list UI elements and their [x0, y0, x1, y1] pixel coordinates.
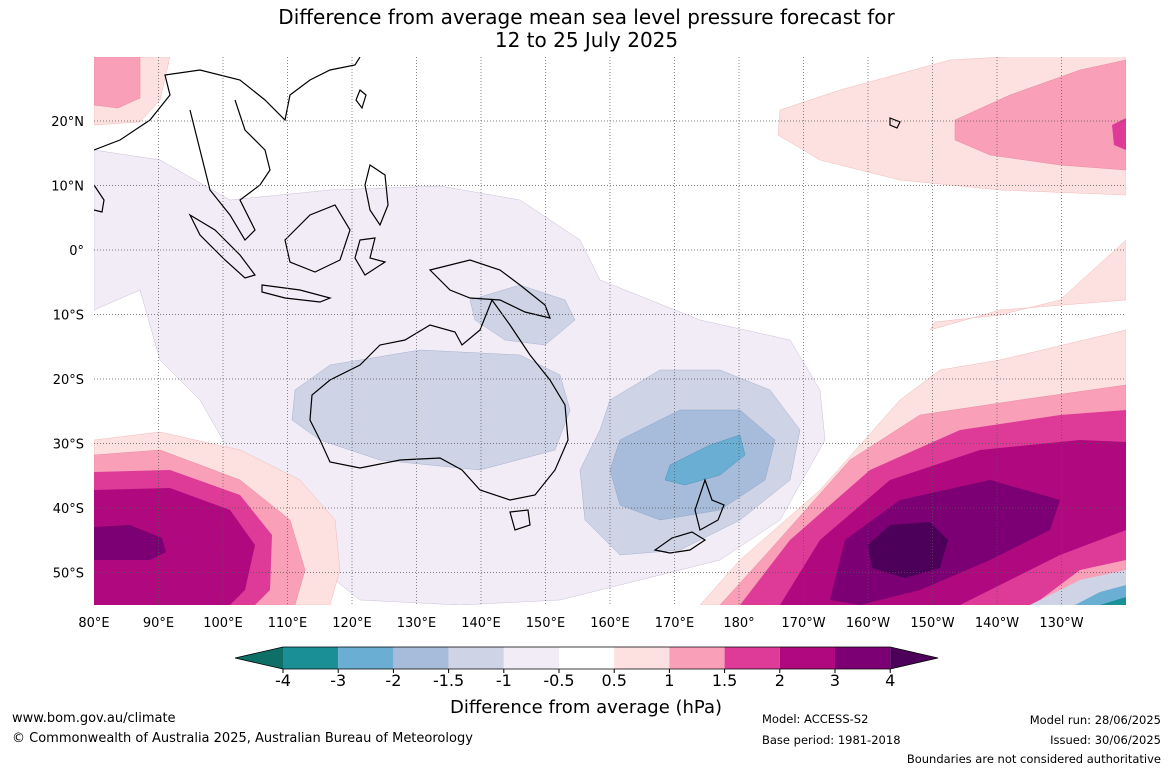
- coastline-taiwan: [355, 89, 367, 110]
- colorbar-tick-label: 3: [830, 671, 840, 690]
- lat-label: 50°S: [53, 567, 84, 582]
- coastline-philippines: [364, 164, 389, 227]
- colorbar-label: Difference from average (hPa): [450, 697, 722, 718]
- coastline-new-guinea: [428, 259, 551, 319]
- anomaly-area-neg-1-aus: [291, 349, 571, 471]
- chart-title-line1: Difference from average mean sea level p…: [278, 5, 895, 29]
- coastline-java: [261, 284, 332, 303]
- coastline-nz-south: [653, 531, 707, 554]
- lat-label: 0°: [69, 244, 84, 259]
- lon-label: 130°E: [397, 616, 437, 631]
- chart-title-line2: 12 to 25 July 2025: [494, 28, 679, 52]
- lon-label: 90°E: [143, 616, 174, 631]
- anomaly-area-pos-1-5-ne: [1112, 118, 1126, 150]
- colorbar-swatch: [503, 647, 559, 669]
- lon-label: 130°W: [1039, 616, 1083, 631]
- coastlines: [94, 57, 901, 554]
- anomaly-area-pos-3-sw: [94, 525, 166, 560]
- colorbar-tick-label: -3: [330, 671, 346, 690]
- anomaly-area-pos-1-nw: [94, 57, 141, 109]
- lat-label: 20°N: [51, 115, 84, 130]
- colorbar-arrow-min: [235, 647, 283, 669]
- coastline-hawaii: [889, 117, 901, 129]
- colorbar-tick-label: -0.5: [543, 671, 574, 690]
- colorbar-swatch: [393, 647, 449, 669]
- lat-label: 10°S: [53, 309, 84, 324]
- lon-label: 180°: [723, 616, 754, 631]
- lon-label: 80°E: [78, 616, 109, 631]
- lon-label: 100°E: [203, 616, 243, 631]
- lon-label: 170°E: [655, 616, 695, 631]
- colorbar-swatch: [338, 647, 394, 669]
- colorbar-swatch: [779, 647, 835, 669]
- colorbar-tick-label: -4: [275, 671, 291, 690]
- lat-label: 10°N: [51, 180, 84, 195]
- footer-disclaimer: Boundaries are not considered authoritat…: [906, 752, 1161, 766]
- coastline-nz-north: [694, 478, 725, 531]
- footer-issued: Issued: 30/06/2025: [1050, 733, 1161, 747]
- colorbar-swatch: [559, 647, 615, 669]
- lon-label: 140°W: [975, 616, 1019, 631]
- colorbar-swatch: [724, 647, 780, 669]
- longitude-labels: 80°E 90°E 100°E 110°E 120°E 130°E 140°E 150°E 16…: [78, 616, 1083, 631]
- lon-label: 160°E: [590, 616, 630, 631]
- lon-label: 120°E: [332, 616, 372, 631]
- coastline-tasmania: [509, 509, 531, 531]
- colorbar-tick-label: 1.5: [712, 671, 737, 690]
- coastline-australia: [309, 298, 569, 501]
- lat-label: 20°S: [53, 373, 84, 388]
- colorbar-tick-label: 2: [775, 671, 785, 690]
- coastline-indochina: [189, 99, 271, 241]
- colorbar-tick-label: 4: [885, 671, 895, 690]
- lon-label: 150°E: [526, 616, 566, 631]
- colorbar-tick-label: 0.5: [601, 671, 626, 690]
- colorbar: -4 -3 -2 -1.5 -1 -0.5 0.5 1 1.5 2 3 4: [234, 646, 939, 690]
- footer-base-period: Base period: 1981-2018: [762, 733, 901, 747]
- footer-copyright: © Commonwealth of Australia 2025, Austra…: [12, 731, 473, 746]
- coastline-madagascar-edge: [94, 184, 105, 213]
- colorbar-swatch: [614, 647, 670, 669]
- graticule: [94, 57, 1126, 605]
- coastline-sulawesi: [354, 237, 387, 276]
- colorbar-tick-label: -2: [385, 671, 401, 690]
- lon-label: 140°E: [461, 616, 501, 631]
- lon-label: 110°E: [268, 616, 308, 631]
- anomaly-area-neg-2-se-corner: [1075, 585, 1126, 605]
- lon-label: 150°W: [910, 616, 954, 631]
- coastline-asia-mainland: [94, 57, 361, 151]
- anomaly-area-pos-2-sw: [94, 488, 255, 605]
- footer-model-run: Model run: 28/06/2025: [1029, 713, 1161, 727]
- colorbar-swatch: [448, 647, 504, 669]
- colorbar-swatch: [283, 647, 339, 669]
- coastline-borneo: [284, 204, 351, 273]
- anomaly-area-pos-4-se: [868, 522, 948, 578]
- footer-url: www.bom.gov.au/climate: [12, 711, 176, 726]
- colorbar-arrow-max: [890, 647, 938, 669]
- anomaly-area-pos-1-ne: [954, 59, 1126, 171]
- colorbar-tick-label: -1: [496, 671, 512, 690]
- lat-label: 40°S: [53, 502, 84, 517]
- colorbar-tick-label: -1.5: [433, 671, 464, 690]
- coastline-sumatra: [188, 213, 256, 279]
- colorbar-swatch: [669, 647, 725, 669]
- colorbar-tick-label: 1: [664, 671, 674, 690]
- anomaly-fields: [94, 57, 1126, 605]
- latitude-labels: 20°N 10°N 0° 10°S 20°S 30°S 40°S 50°S: [51, 115, 84, 582]
- anomaly-area-neg-3-se-corner: [1100, 597, 1126, 605]
- lon-label: 170°W: [781, 616, 825, 631]
- footer-model: Model: ACCESS-S2: [762, 712, 869, 726]
- colorbar-swatch: [835, 647, 891, 669]
- lat-label: 30°S: [53, 438, 84, 453]
- anomaly-area-pos-0-5-e: [929, 239, 1126, 331]
- lon-label: 160°W: [846, 616, 890, 631]
